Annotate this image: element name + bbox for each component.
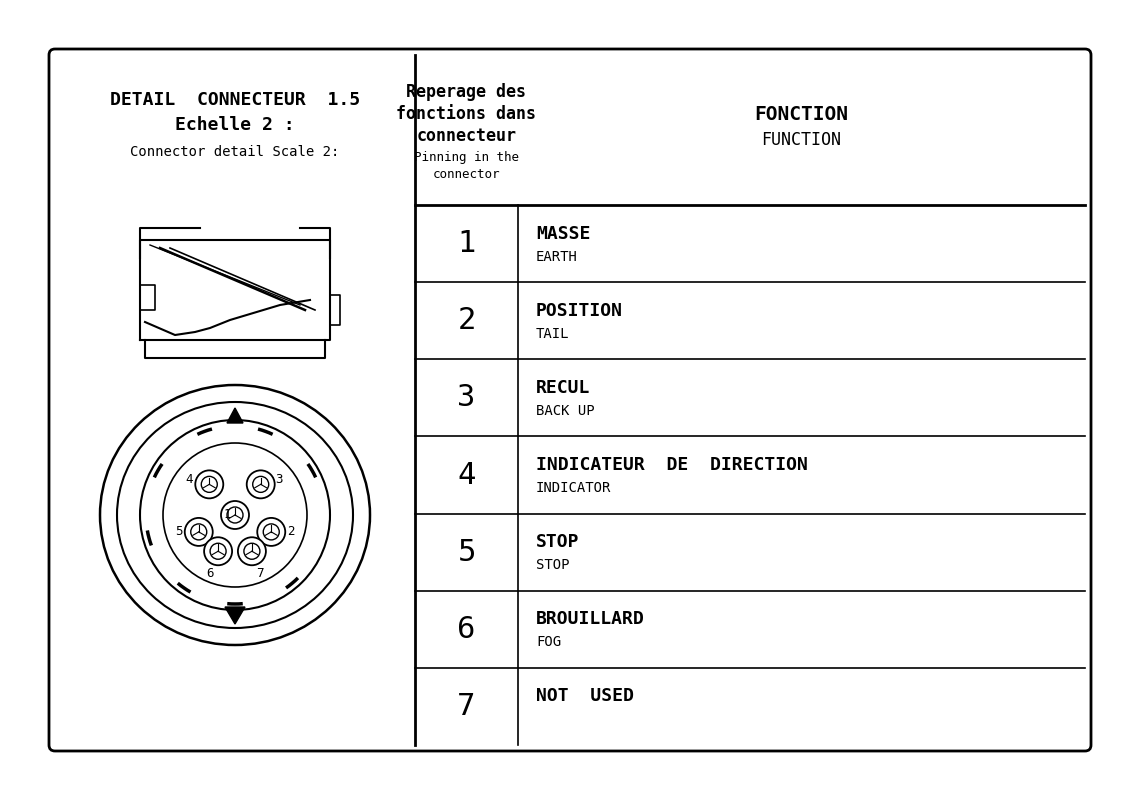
Text: BROUILLARD: BROUILLARD [536, 610, 645, 628]
Text: 1: 1 [223, 509, 230, 522]
Text: FOG: FOG [536, 635, 561, 650]
Circle shape [140, 420, 329, 610]
Circle shape [246, 470, 275, 498]
Text: FUNCTION: FUNCTION [762, 131, 841, 149]
FancyBboxPatch shape [49, 49, 1091, 751]
Ellipse shape [100, 385, 370, 645]
Text: POSITION: POSITION [536, 302, 622, 320]
Text: TAIL: TAIL [536, 326, 570, 341]
Text: connecteur: connecteur [416, 127, 516, 145]
Text: INDICATOR: INDICATOR [536, 481, 611, 495]
Circle shape [244, 543, 260, 559]
Text: STOP: STOP [536, 533, 579, 551]
Circle shape [195, 470, 223, 498]
Text: INDICATEUR  DE  DIRECTION: INDICATEUR DE DIRECTION [536, 456, 808, 474]
Text: connector: connector [433, 167, 500, 181]
Text: 2: 2 [457, 306, 475, 335]
Text: DETAIL  CONNECTEUR  1.5: DETAIL CONNECTEUR 1.5 [109, 91, 360, 109]
Circle shape [204, 538, 233, 566]
Circle shape [185, 518, 213, 546]
Circle shape [253, 476, 269, 492]
Text: 5: 5 [176, 526, 182, 538]
Circle shape [202, 476, 218, 492]
Polygon shape [227, 408, 243, 423]
Circle shape [163, 443, 307, 587]
Circle shape [190, 524, 206, 540]
Text: 1: 1 [457, 229, 475, 258]
Text: FONCTION: FONCTION [755, 106, 848, 125]
Text: RECUL: RECUL [536, 379, 591, 397]
Text: STOP: STOP [536, 558, 570, 572]
Circle shape [210, 543, 226, 559]
Text: MASSE: MASSE [536, 225, 591, 242]
Circle shape [227, 507, 243, 523]
Text: EARTH: EARTH [536, 250, 578, 263]
Text: fonctions dans: fonctions dans [397, 105, 537, 123]
Text: 5: 5 [457, 538, 475, 566]
Circle shape [263, 524, 279, 540]
Text: 7: 7 [256, 566, 263, 580]
Text: 6: 6 [206, 566, 214, 580]
Text: Echelle 2 :: Echelle 2 : [176, 116, 295, 134]
Text: 3: 3 [275, 473, 283, 486]
Text: 2: 2 [287, 526, 295, 538]
Text: Pinning in the: Pinning in the [414, 151, 519, 165]
Circle shape [221, 501, 249, 529]
Text: Connector detail Scale 2:: Connector detail Scale 2: [130, 145, 340, 159]
Text: Reperage des: Reperage des [407, 83, 527, 101]
Circle shape [258, 518, 285, 546]
Text: 6: 6 [457, 614, 475, 644]
Text: 4: 4 [186, 473, 193, 486]
Ellipse shape [117, 402, 353, 628]
Polygon shape [225, 607, 245, 624]
Text: BACK UP: BACK UP [536, 404, 595, 418]
Text: 4: 4 [457, 461, 475, 490]
Circle shape [238, 538, 266, 566]
Text: 3: 3 [457, 383, 475, 412]
Text: 7: 7 [457, 692, 475, 721]
Text: NOT  USED: NOT USED [536, 687, 634, 706]
